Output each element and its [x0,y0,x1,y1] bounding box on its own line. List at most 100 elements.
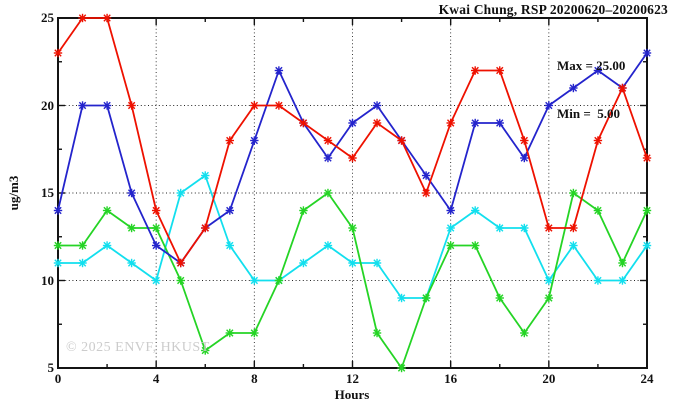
data-point-marker [642,48,652,58]
data-point-marker [250,276,259,285]
data-point-marker [495,223,504,233]
data-point-marker [593,136,603,145]
cyan-line [53,171,652,303]
data-point-marker [642,153,652,163]
data-point-marker [53,206,63,215]
data-point-marker [642,206,652,215]
x-axis-title: Hours [334,387,370,402]
data-point-marker [127,258,136,268]
data-point-marker [250,136,259,145]
data-point-marker [78,258,87,268]
data-point-marker [201,171,210,180]
data-point-marker [78,101,87,110]
data-point-marker [446,223,455,233]
data-point-marker [471,118,480,128]
data-point-marker [421,293,431,303]
data-point-marker [225,328,234,338]
data-point-marker [151,276,161,285]
data-point-marker [569,188,578,198]
data-point-marker [102,13,112,23]
data-point-marker [520,153,529,163]
data-point-marker [78,241,87,250]
x-tick-label: 8 [251,371,258,386]
plot-frame [57,17,648,369]
data-point-marker [372,328,382,338]
data-point-marker [593,206,603,215]
data-point-marker [520,136,529,145]
data-point-marker [348,223,357,233]
y-tick-label: 5 [47,360,55,375]
data-point-marker [471,206,480,215]
data-point-marker [544,293,554,303]
x-tick-label: 24 [640,371,654,386]
data-point-marker [274,66,284,75]
data-point-marker [53,258,63,268]
data-point-marker [250,328,259,338]
min-value-label: Min = 5.00 [557,106,621,121]
y-tick-label: 25 [41,10,54,25]
data-point-marker [421,171,431,180]
data-point-marker [250,101,259,110]
x-tick-label: 4 [152,371,160,386]
data-point-marker [176,258,185,268]
data-point-marker [274,276,284,285]
x-tick-label: 16 [444,371,458,386]
data-point-marker [299,206,308,215]
data-point-marker [127,101,136,110]
data-point-marker [201,223,210,233]
data-point-marker [397,363,406,373]
data-point-marker [127,223,136,233]
data-point-marker [397,293,406,303]
green-line [53,188,652,373]
data-point-marker [495,118,504,128]
data-point-marker [151,241,161,250]
data-point-marker [201,346,210,355]
data-point-marker [446,206,455,215]
data-point-marker [446,118,455,128]
data-point-marker [544,101,554,110]
data-point-marker [520,223,529,233]
data-point-marker [495,293,504,303]
red-line [53,13,652,268]
y-tick-label: 15 [41,185,54,200]
data-point-marker [323,241,333,250]
data-point-marker [446,241,455,250]
data-point-marker [78,13,87,23]
data-point-marker [151,223,161,233]
data-point-marker [372,101,382,110]
data-point-marker [176,276,185,285]
x-tick-label: 20 [542,371,556,386]
data-point-marker [348,118,357,128]
data-point-marker [495,66,504,75]
data-point-marker [593,66,603,75]
y-tick-label: 10 [41,272,54,288]
data-point-marker [102,101,112,110]
data-point-marker [299,258,308,268]
data-point-marker [323,136,333,145]
data-point-marker [397,136,406,145]
data-point-marker [471,66,480,75]
data-point-marker [348,153,357,163]
data-point-marker [53,48,63,58]
chart-title: Kwai Chung, RSP 20200620–20200623 [438,2,668,17]
data-point-marker [642,241,652,250]
data-point-marker [372,118,382,128]
data-point-marker [569,223,578,233]
data-point-marker [618,258,627,268]
data-point-marker [323,153,333,163]
data-point-marker [569,241,578,250]
data-point-marker [544,276,554,285]
stats-annotation: Max = 25.00 Min = 5.00 [557,26,625,154]
max-value-label: Max = 25.00 [557,58,626,73]
data-point-marker [102,206,112,215]
x-tick-label: 12 [346,371,359,386]
data-point-marker [421,188,431,198]
y-tick-label: 20 [41,97,54,113]
data-point-marker [372,258,382,268]
data-point-marker [102,241,112,250]
data-point-marker [176,188,185,198]
data-point-marker [127,188,136,198]
data-point-marker [618,276,627,285]
